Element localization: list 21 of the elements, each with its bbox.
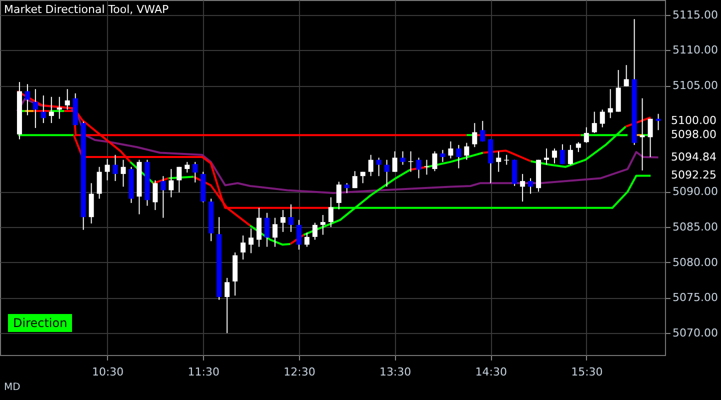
data-label: 5098.00	[671, 128, 716, 142]
x-tick-label: 15:30	[571, 366, 603, 378]
x-tick-label: 12:30	[284, 366, 316, 378]
x-tick-label: 13:30	[379, 366, 412, 378]
y-tick-label: 5085.00	[672, 220, 718, 234]
x-tick-label: 11:30	[188, 366, 220, 378]
y-tick-label: 5070.00	[672, 326, 718, 340]
y-tick-label: 5115.00	[672, 8, 718, 22]
y-tick-label: 5080.00	[672, 256, 718, 269]
text: MD	[4, 382, 20, 393]
data-label: 5092.25	[671, 168, 716, 182]
x-tick-label: 10:30	[92, 366, 124, 378]
y-tick-label: 5105.00	[672, 79, 718, 92]
y-tick-label: 5075.00	[672, 291, 718, 304]
y-tick-label: 5090.00	[672, 185, 718, 198]
text: 5100.00	[671, 114, 716, 127]
data-label: 5094.84	[671, 150, 716, 164]
chart-title: Market Directional Tool, VWAP	[4, 3, 169, 16]
x-tick-label: 14:30	[475, 366, 507, 378]
y-tick-label: 5110.00	[672, 44, 718, 57]
annotation: Direction	[8, 314, 72, 332]
